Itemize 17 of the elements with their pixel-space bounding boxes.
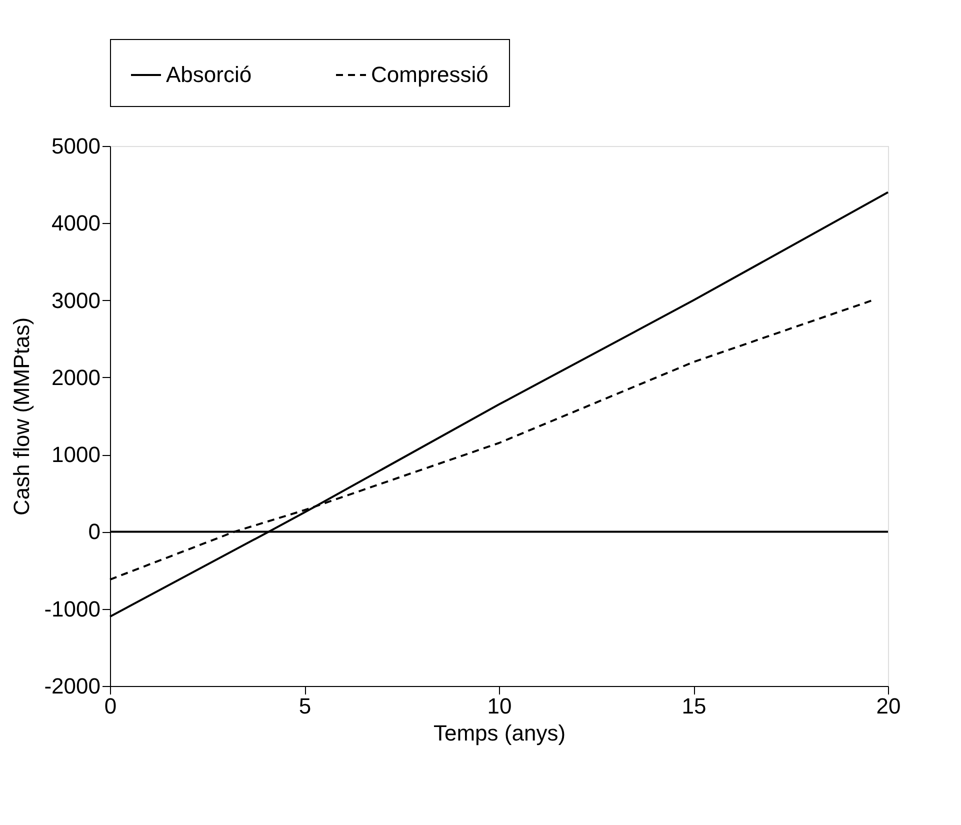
y-tick-label: 4000 (52, 210, 100, 236)
y-tick-label: -1000 (44, 596, 100, 622)
legend-label: Compressió (371, 62, 488, 87)
y-tick-label: 1000 (52, 442, 100, 468)
x-tick-label: 15 (682, 694, 706, 718)
x-tick-label: 5 (298, 694, 312, 718)
x-tick-label: 0 (104, 694, 117, 718)
y-tick-label: 3000 (52, 288, 100, 313)
x-axis-title: Temps (anys) (433, 720, 566, 746)
y-tick-label: 5000 (52, 134, 100, 158)
x-tick-label: 20 (876, 694, 901, 718)
y-tick-label: 0 (88, 519, 100, 544)
x-tick-label: 10 (487, 694, 512, 718)
y-axis-title: Cash flow (MMPtas) (9, 317, 34, 516)
y-tick-label: -2000 (44, 674, 100, 698)
legend-label: Absorció (166, 62, 252, 87)
y-tick-label: 2000 (52, 364, 100, 390)
